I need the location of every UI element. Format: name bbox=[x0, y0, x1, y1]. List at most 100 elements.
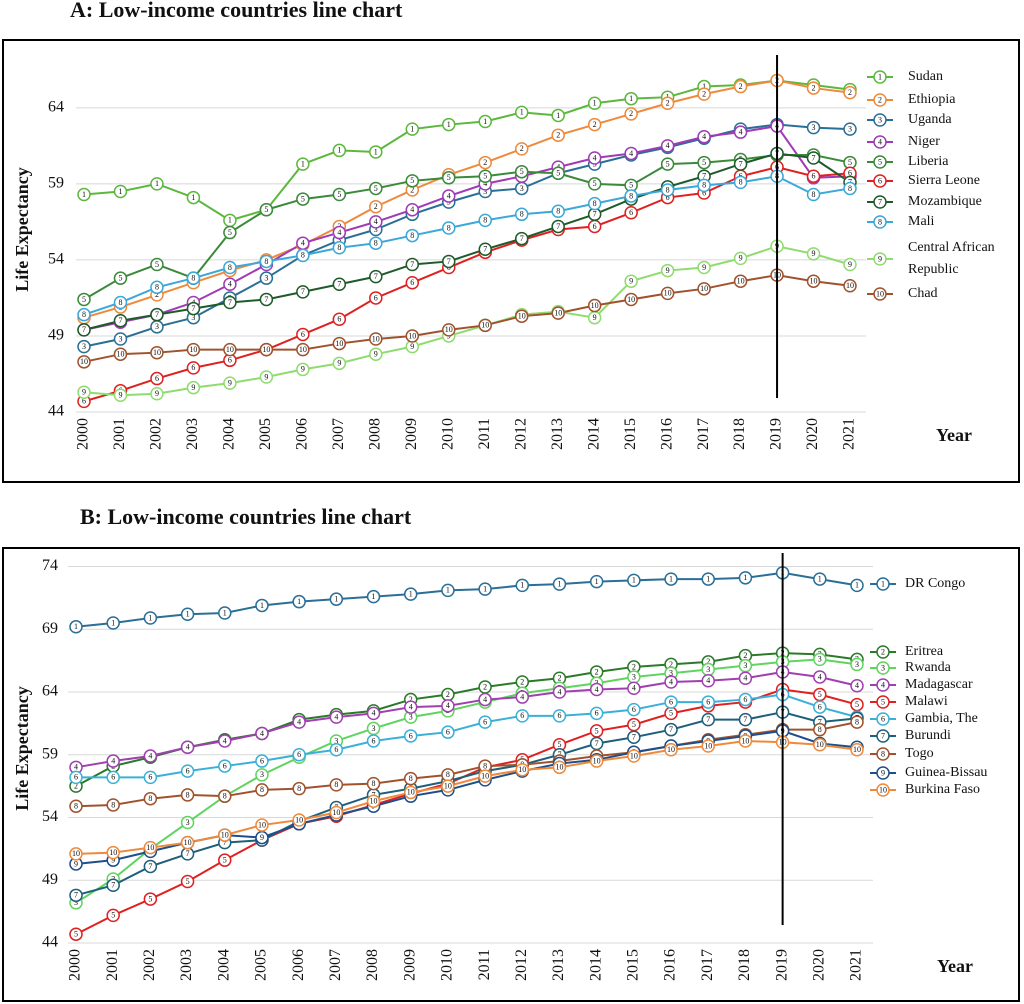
marker-number: 9 bbox=[82, 388, 86, 397]
marker-number: 5 bbox=[111, 911, 115, 920]
marker-number: 7 bbox=[483, 245, 487, 254]
x-tick-label: 2011 bbox=[476, 418, 493, 449]
point-marker bbox=[589, 574, 604, 589]
point-marker bbox=[697, 129, 711, 144]
legend-label: Sierra Leone bbox=[908, 173, 980, 188]
marker-number: 3 bbox=[82, 342, 86, 351]
point-marker bbox=[180, 874, 195, 889]
point-marker bbox=[329, 592, 344, 606]
marker-number: 2 bbox=[557, 674, 561, 683]
marker-number: 4 bbox=[669, 677, 673, 686]
y-tick-label: 59 bbox=[42, 745, 58, 762]
point-marker bbox=[552, 709, 567, 723]
marker-number: 7 bbox=[743, 715, 747, 724]
point-marker bbox=[664, 743, 678, 757]
legend-marker bbox=[873, 287, 887, 301]
point-marker bbox=[296, 362, 310, 377]
point-marker bbox=[624, 146, 638, 161]
legend-number: 9 bbox=[878, 254, 882, 263]
point-marker bbox=[259, 254, 274, 269]
x-tick-label: 2018 bbox=[731, 418, 748, 450]
marker-number: 4 bbox=[148, 751, 152, 760]
marker-number: 4 bbox=[855, 681, 859, 690]
marker-number: 2 bbox=[706, 657, 710, 666]
marker-number: 1 bbox=[334, 595, 338, 604]
marker-number: 6 bbox=[260, 756, 264, 765]
point-marker bbox=[218, 606, 232, 620]
marker-number: 10 bbox=[664, 289, 672, 298]
marker-number: 10 bbox=[846, 281, 854, 290]
point-marker bbox=[551, 204, 565, 218]
x-tick-label: 2014 bbox=[585, 418, 602, 450]
marker-number: 2 bbox=[848, 88, 852, 97]
point-marker bbox=[627, 681, 641, 696]
marker-number: 1 bbox=[191, 193, 195, 202]
marker-number: 6 bbox=[228, 356, 232, 365]
point-marker bbox=[478, 155, 492, 170]
point-marker bbox=[813, 670, 827, 684]
marker-number: 8 bbox=[223, 792, 227, 801]
series-line bbox=[75, 571, 858, 628]
x-tick-label: 2014 bbox=[587, 949, 604, 981]
x-tick-label: 2015 bbox=[622, 418, 639, 450]
y-axis-label: Life Expectancy bbox=[12, 167, 32, 291]
point-marker bbox=[143, 791, 158, 806]
marker-number: 2 bbox=[632, 662, 636, 671]
point-marker bbox=[77, 323, 91, 337]
legend-label: Mozambique bbox=[908, 194, 982, 209]
panel-a-frame bbox=[2, 39, 1020, 483]
marker-number: 7 bbox=[410, 260, 414, 269]
marker-number: 6 bbox=[706, 697, 710, 706]
legend-marker bbox=[876, 747, 890, 761]
marker-number: 7 bbox=[520, 234, 524, 243]
point-marker bbox=[180, 607, 195, 621]
x-tick-label: 2005 bbox=[253, 949, 270, 981]
marker-number: 5 bbox=[595, 726, 599, 735]
marker-number: 10 bbox=[741, 736, 749, 745]
chart-title: B: Low-income countries line chart bbox=[80, 504, 412, 529]
legend-label: Rwanda bbox=[905, 660, 952, 675]
marker-number: 5 bbox=[520, 167, 524, 176]
marker-number: 8 bbox=[228, 263, 232, 272]
marker-number: 5 bbox=[593, 179, 597, 188]
marker-number: 4 bbox=[483, 179, 487, 188]
marker-number: 8 bbox=[82, 310, 86, 319]
point-marker bbox=[551, 306, 565, 320]
point-marker bbox=[806, 120, 821, 135]
marker-number: 6 bbox=[557, 711, 561, 720]
point-marker bbox=[813, 652, 827, 667]
point-marker bbox=[442, 254, 456, 269]
marker-number: 1 bbox=[82, 190, 86, 199]
marker-number: 7 bbox=[818, 717, 822, 726]
point-marker bbox=[843, 279, 857, 293]
legend-marker bbox=[873, 135, 887, 149]
marker-number: 1 bbox=[483, 117, 487, 126]
marker-number: 7 bbox=[191, 304, 195, 313]
marker-number: 2 bbox=[669, 660, 673, 669]
marker-number: 3 bbox=[483, 187, 487, 196]
marker-number: 8 bbox=[409, 774, 413, 783]
point-marker bbox=[587, 151, 602, 165]
point-marker bbox=[150, 177, 164, 191]
point-marker bbox=[150, 371, 164, 386]
marker-number: 4 bbox=[483, 695, 487, 704]
point-marker bbox=[106, 754, 120, 768]
point-marker bbox=[77, 292, 91, 307]
marker-number: 3 bbox=[186, 818, 190, 827]
marker-number: 10 bbox=[518, 765, 526, 774]
point-marker bbox=[733, 79, 748, 94]
series-line bbox=[83, 152, 851, 331]
legend-number: 7 bbox=[881, 731, 885, 740]
point-marker bbox=[660, 139, 675, 153]
point-marker bbox=[697, 178, 711, 193]
marker-number: 6 bbox=[446, 728, 450, 737]
legend-label: DR Congo bbox=[905, 576, 965, 591]
point-marker bbox=[660, 96, 675, 111]
point-marker bbox=[664, 675, 678, 689]
marker-number: 3 bbox=[155, 322, 159, 331]
marker-number: 5 bbox=[155, 260, 159, 269]
y-tick-label: 44 bbox=[42, 934, 58, 951]
point-marker bbox=[77, 187, 91, 202]
point-marker bbox=[77, 307, 91, 322]
marker-number: 8 bbox=[374, 239, 378, 248]
